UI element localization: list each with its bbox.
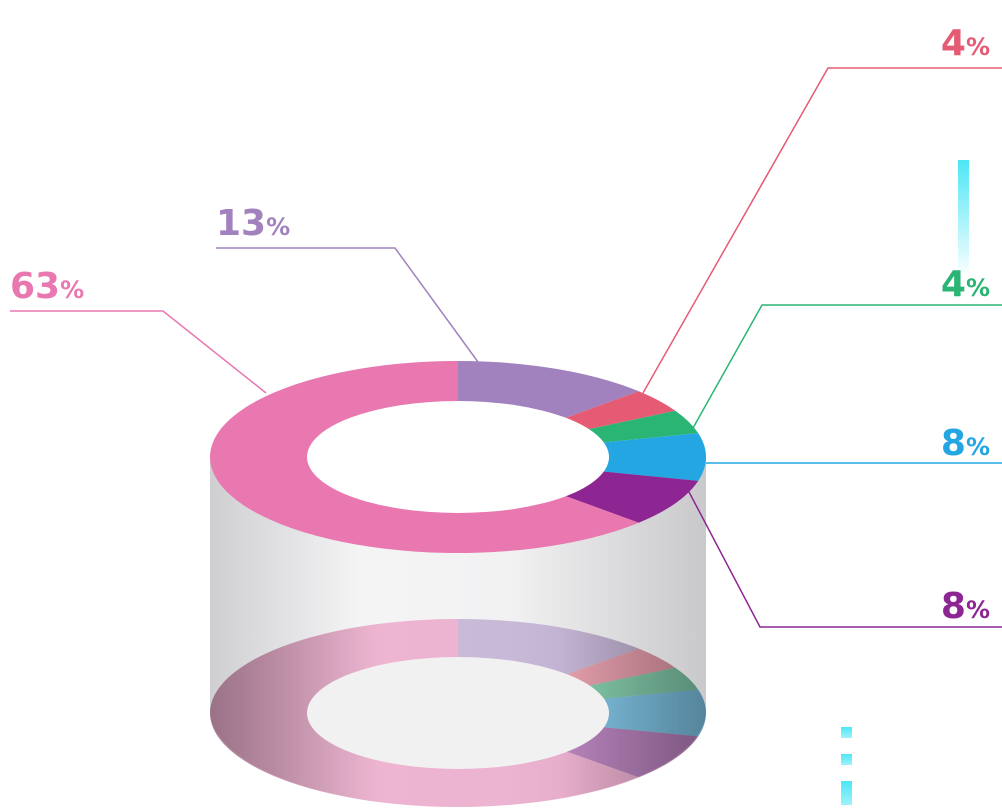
accent-dot-3: [841, 781, 852, 805]
reflection-hole: [307, 657, 609, 769]
leader-line-4a: [642, 67, 1002, 394]
data-label-4b: 4%: [941, 264, 990, 305]
data-label-8b: 8%: [941, 586, 990, 627]
leader-line-8b: [687, 489, 1002, 628]
leader-line-63: [10, 310, 267, 394]
donut-hole: [307, 401, 609, 513]
data-label-63: 63%: [10, 266, 84, 307]
data-label-8a: 8%: [941, 423, 990, 464]
data-label-13: 13%: [216, 203, 290, 244]
leader-line-13: [216, 247, 479, 363]
accent-dot-1: [841, 727, 852, 738]
leader-line-4b: [692, 304, 1002, 429]
accent-bar: [958, 160, 969, 272]
data-label-4a: 4%: [941, 23, 990, 64]
accent-dot-2: [841, 754, 852, 765]
